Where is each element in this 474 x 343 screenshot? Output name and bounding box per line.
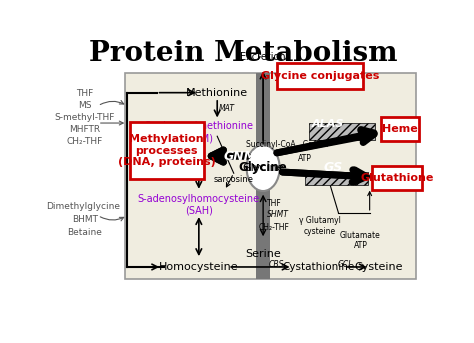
- Text: Heme: Heme: [382, 124, 418, 134]
- Text: Excretion: Excretion: [240, 52, 286, 62]
- Text: γ Glutamyl
cysteine: γ Glutamyl cysteine: [299, 216, 341, 236]
- FancyBboxPatch shape: [125, 73, 416, 279]
- Text: Glutathione: Glutathione: [361, 173, 434, 183]
- Text: CH₂-THF: CH₂-THF: [67, 137, 103, 146]
- Text: Glycine: Glycine: [239, 162, 288, 175]
- Text: THF: THF: [76, 90, 93, 98]
- Text: Betaine: Betaine: [67, 228, 102, 237]
- Text: MAT: MAT: [219, 104, 235, 113]
- Text: Methylation
processes
(DNA, proteins): Methylation processes (DNA, proteins): [118, 134, 216, 167]
- FancyBboxPatch shape: [382, 117, 419, 141]
- Text: ATP: ATP: [299, 154, 312, 163]
- FancyBboxPatch shape: [256, 73, 271, 279]
- Text: MS: MS: [78, 102, 91, 110]
- Text: sarcosine: sarcosine: [214, 175, 254, 184]
- Text: Protein Metabolism: Protein Metabolism: [89, 39, 397, 67]
- Text: MHFTR: MHFTR: [69, 125, 100, 134]
- Text: Homocysteine: Homocysteine: [159, 262, 238, 272]
- Text: S-methyl-THF: S-methyl-THF: [55, 113, 115, 122]
- Text: Glycine: Glycine: [242, 163, 284, 173]
- Text: GS: GS: [323, 162, 343, 175]
- FancyBboxPatch shape: [277, 63, 364, 90]
- FancyBboxPatch shape: [372, 166, 422, 190]
- Text: THF: THF: [267, 199, 282, 208]
- Text: S-adenosylmethionine
(SAM): S-adenosylmethionine (SAM): [145, 121, 253, 143]
- Text: Glutamate
ATP: Glutamate ATP: [340, 231, 381, 250]
- Text: Succinyl-CoA   CoASH: Succinyl-CoA CoASH: [246, 140, 328, 149]
- Text: Glycine conjugates: Glycine conjugates: [261, 71, 379, 81]
- FancyBboxPatch shape: [130, 122, 204, 179]
- Text: CH₂-THF: CH₂-THF: [259, 223, 290, 232]
- FancyBboxPatch shape: [305, 172, 368, 185]
- Text: ALAS: ALAS: [311, 119, 344, 129]
- Text: Methionine: Methionine: [186, 88, 248, 98]
- Text: Cystathionine: Cystathionine: [282, 262, 355, 272]
- Text: Serine: Serine: [245, 249, 281, 259]
- Text: S-adenosylhomocysteine
(SAH): S-adenosylhomocysteine (SAH): [138, 194, 260, 216]
- Text: SHMT: SHMT: [267, 210, 289, 218]
- FancyBboxPatch shape: [309, 123, 375, 140]
- Text: BHMT: BHMT: [72, 215, 98, 224]
- Text: CBS: CBS: [268, 260, 284, 269]
- Text: Dimethylglycine: Dimethylglycine: [46, 202, 120, 211]
- Text: GCL: GCL: [338, 260, 354, 269]
- Ellipse shape: [246, 145, 280, 191]
- Text: GNMT: GNMT: [224, 150, 265, 163]
- Text: Cysteine: Cysteine: [355, 262, 403, 272]
